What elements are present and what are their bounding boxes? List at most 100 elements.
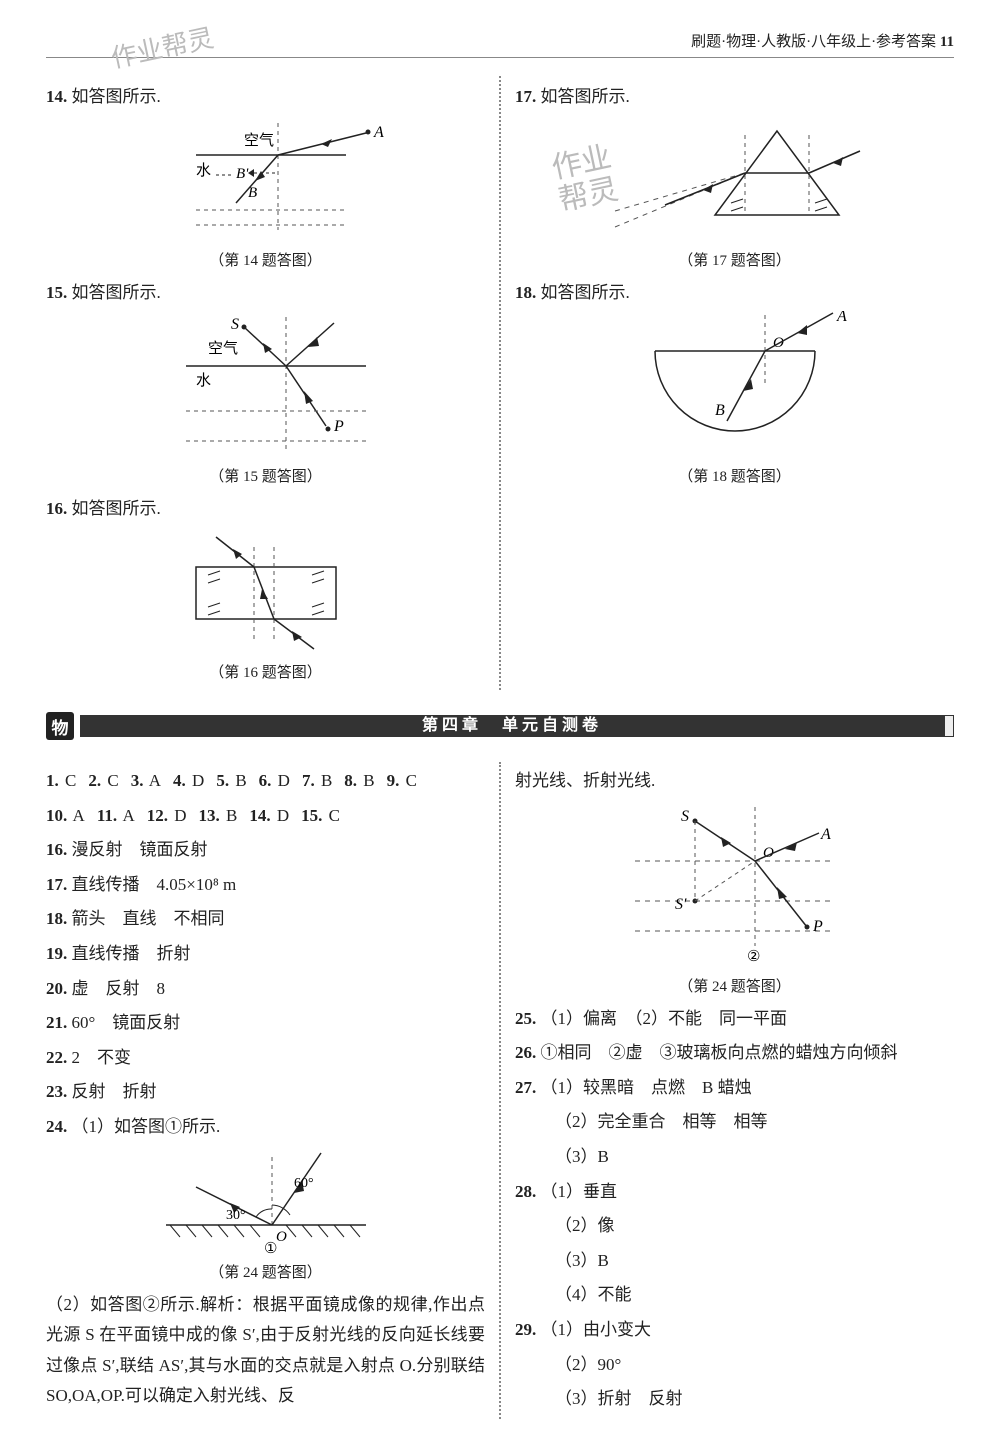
svg-text:60°: 60°: [294, 1176, 314, 1191]
l20: 20. 虚 反射 8: [46, 974, 485, 1005]
mc-row1: 1. C2. C3. A4. D5. B6. D7. B8. B9. C: [46, 766, 485, 797]
mc-item: 15. C: [301, 801, 340, 832]
mc-item: 13. B: [199, 801, 238, 832]
q14-air-label: 空气: [244, 132, 274, 149]
q15-num: 15.: [46, 283, 67, 302]
bottom-right-col: 射光线、折射光线. S A O: [515, 762, 954, 1419]
svg-text:B': B': [236, 166, 249, 182]
top-left-col: 14. 如答图所示. 空气 水 B' B: [46, 76, 485, 690]
l26: 26. ①相同 ②虚 ③玻璃板向点燃的蜡烛方向倾斜: [515, 1038, 954, 1069]
svg-text:A: A: [836, 311, 847, 325]
q16-figure: （第 16 题答图）: [46, 527, 485, 682]
l27a: 27. （1）较黑暗 点燃 B 蜡烛: [515, 1073, 954, 1104]
l22: 22. 2 不变: [46, 1043, 485, 1074]
q15-cap: （第 15 题答图）: [46, 465, 485, 486]
q14-num: 14.: [46, 87, 67, 106]
bottom-two-column: 1. C2. C3. A4. D5. B6. D7. B8. B9. C 10.…: [46, 762, 954, 1419]
page-header: 刷题·物理·人教版·八年级上·参考答案 11: [46, 30, 954, 58]
l19: 19. 直线传播 折射: [46, 939, 485, 970]
l24b: （2）如答图②所示.解析：根据平面镜成像的规律,作出点光源 S 在平面镜中成的像…: [46, 1290, 485, 1412]
bottom-left-col: 1. C2. C3. A4. D5. B6. D7. B8. B9. C 10.…: [46, 762, 485, 1419]
top-divider: [499, 76, 501, 690]
q18-text: 如答图所示.: [541, 283, 630, 302]
mc-item: 8. B: [344, 766, 374, 797]
mc-item: 4. D: [173, 766, 204, 797]
l29a: 29. （1）由小变大: [515, 1315, 954, 1346]
l28b: （2）像: [515, 1211, 954, 1242]
chapter-title: 第四章 单元自测卷: [80, 715, 944, 737]
svg-text:A: A: [820, 826, 831, 843]
q18-cap: （第 18 题答图）: [515, 465, 954, 486]
svg-text:②: ②: [747, 949, 760, 965]
mc-item: 11. A: [97, 801, 135, 832]
l29c: （3）折射 反射: [515, 1384, 954, 1415]
q14-water-label: 水: [196, 162, 211, 179]
q17-num: 17.: [515, 87, 536, 106]
mc-item: 7. B: [302, 766, 332, 797]
top-right-col: 作业帮灵 17. 如答图所示.: [515, 76, 954, 690]
header-text: 刷题·物理·人教版·八年级上·参考答案: [691, 34, 936, 50]
q17-figure: （第 17 题答图）: [515, 115, 954, 270]
svg-text:A: A: [373, 124, 384, 141]
chapter-bar: 物 第四章 单元自测卷: [46, 712, 954, 740]
q15-line: 15. 如答图所示.: [46, 278, 485, 303]
mc-item: 10. A: [46, 801, 85, 832]
mc-item: 1. C: [46, 766, 76, 797]
bottom-divider: [499, 762, 501, 1419]
svg-text:S′: S′: [675, 896, 687, 913]
mc-item: 5. B: [216, 766, 246, 797]
svg-text:B: B: [715, 402, 725, 419]
fig24a: O 60° 30° ① （第 24 题答图）: [46, 1147, 485, 1282]
top-two-column: 14. 如答图所示. 空气 水 B' B: [46, 76, 954, 690]
fig24b-cap: （第 24 题答图）: [515, 975, 954, 996]
q16-text: 如答图所示.: [72, 499, 161, 518]
mc-item: 12. D: [147, 801, 187, 832]
q15-figure: S 空气 水 P: [46, 311, 485, 486]
svg-text:P: P: [333, 418, 344, 435]
svg-text:水: 水: [196, 372, 211, 389]
q15-text: 如答图所示.: [72, 283, 161, 302]
q17-cap: （第 17 题答图）: [515, 249, 954, 270]
chapter-endcap: [944, 715, 954, 737]
q16-num: 16.: [46, 499, 67, 518]
l18: 18. 箭头 直线 不相同: [46, 904, 485, 935]
q16-line: 16. 如答图所示.: [46, 494, 485, 519]
q17-text: 如答图所示.: [541, 87, 630, 106]
svg-text:P: P: [812, 918, 823, 935]
q17-line: 17. 如答图所示.: [515, 82, 954, 107]
q14-text: 如答图所示.: [72, 87, 161, 106]
page-number: 11: [940, 34, 954, 50]
svg-text:O: O: [276, 1229, 287, 1245]
q14-cap: （第 14 题答图）: [46, 249, 485, 270]
l28c: （3）B: [515, 1246, 954, 1277]
l28d: （4）不能: [515, 1280, 954, 1311]
svg-text:30°: 30°: [226, 1208, 246, 1223]
fig24a-cap: （第 24 题答图）: [46, 1261, 485, 1282]
chapter-icon: 物: [46, 712, 74, 740]
l25: 25. （1）偏离 （2）不能 同一平面: [515, 1004, 954, 1035]
mc-item: 14. D: [249, 801, 289, 832]
svg-text:空气: 空气: [208, 340, 238, 357]
l17: 17. 直线传播 4.05×10⁸ m: [46, 870, 485, 901]
right-cont: 射光线、折射光线.: [515, 766, 954, 797]
mc-item: 6. D: [259, 766, 290, 797]
q18-line: 18. 如答图所示.: [515, 278, 954, 303]
l27b: （2）完全重合 相等 相等: [515, 1107, 954, 1138]
q14-line: 14. 如答图所示.: [46, 82, 485, 107]
mc-row2: 10. A 11. A 12. D 13. B 14. D 15. C: [46, 801, 485, 832]
q18-figure: O A B （第 18 题答图）: [515, 311, 954, 486]
svg-text:①: ①: [264, 1241, 277, 1257]
l21: 21. 60° 镜面反射: [46, 1008, 485, 1039]
q14-figure: 空气 水 B' B A: [46, 115, 485, 270]
l23: 23. 反射 折射: [46, 1077, 485, 1108]
l27c: （3）B: [515, 1142, 954, 1173]
fig24b: S A O S′ P: [515, 801, 954, 996]
l28a: 28. （1）垂直: [515, 1177, 954, 1208]
l24a: 24. （1）如答图①所示.: [46, 1112, 485, 1143]
mc-item: 2. C: [88, 766, 118, 797]
mc-item: 3. A: [131, 766, 161, 797]
q18-num: 18.: [515, 283, 536, 302]
l29b: （2）90°: [515, 1350, 954, 1381]
q16-cap: （第 16 题答图）: [46, 661, 485, 682]
l16: 16. 漫反射 镜面反射: [46, 835, 485, 866]
